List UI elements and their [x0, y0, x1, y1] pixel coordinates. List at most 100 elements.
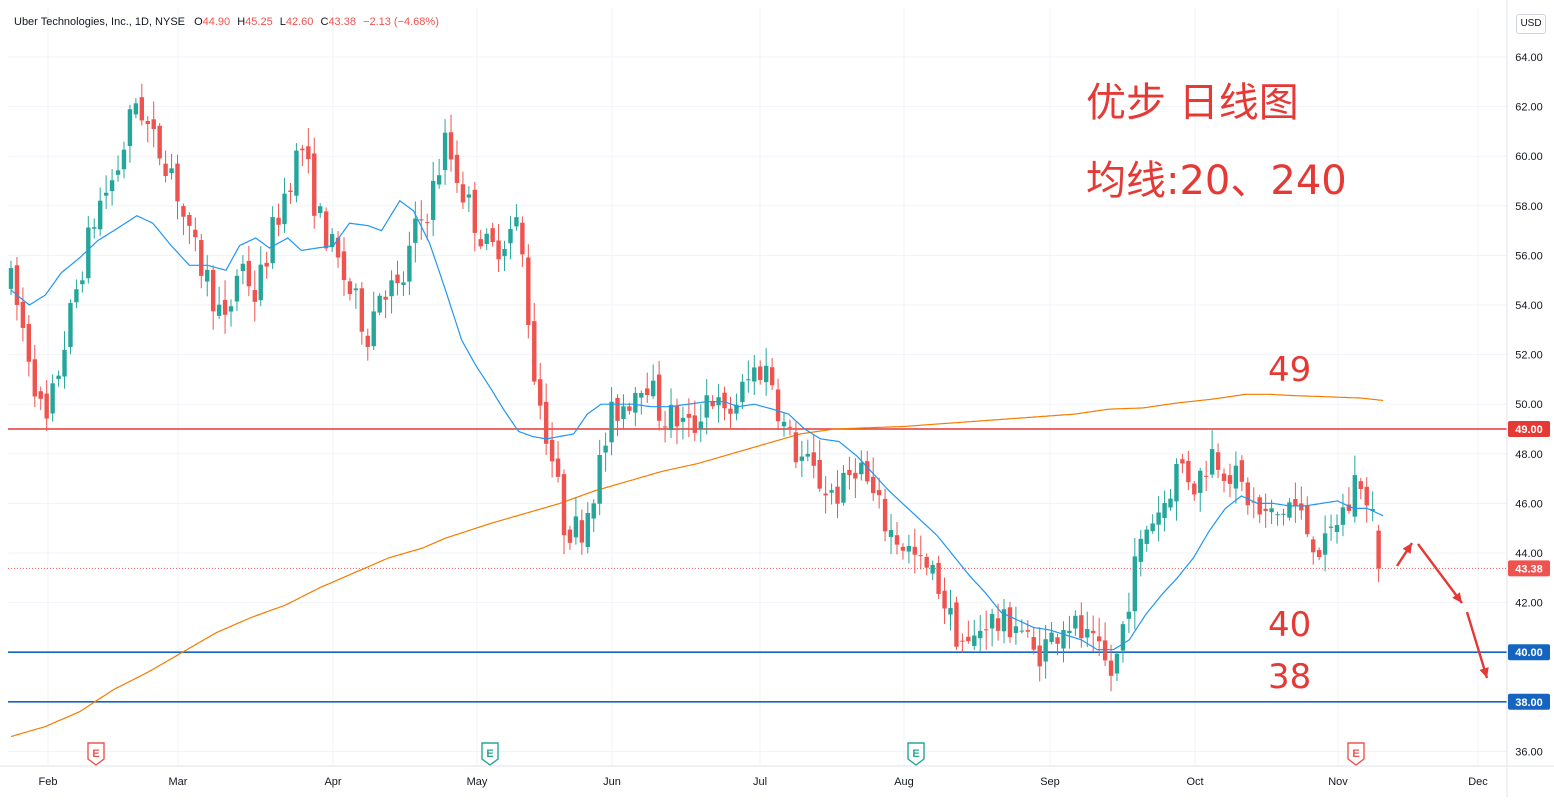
candle-body [8, 268, 14, 289]
candle-body [692, 415, 698, 433]
candle-body [793, 432, 799, 463]
candle-down [306, 127, 311, 174]
candle-down [1239, 455, 1245, 491]
candle-up [639, 390, 644, 415]
candle-up [781, 412, 787, 437]
candle-down [1257, 494, 1262, 523]
candle-body [1269, 508, 1274, 513]
candle-up [1067, 615, 1072, 649]
candle-body [1174, 463, 1179, 502]
candle-body [609, 401, 614, 443]
forecast-arrow-down-2 [1465, 611, 1489, 679]
candle-down [538, 362, 543, 420]
candle-body [1215, 452, 1221, 470]
candle-down [199, 233, 204, 289]
candle-body [1061, 629, 1066, 649]
candle-up [1013, 606, 1019, 645]
candle-body [1156, 512, 1161, 525]
candle-body [1019, 630, 1025, 632]
month-label: Jun [603, 776, 621, 788]
candle-down [496, 223, 501, 273]
candle-down [151, 101, 156, 148]
candle-up [591, 499, 596, 532]
candle-body [978, 630, 983, 639]
forecast-arrow-up-head [1402, 543, 1412, 554]
candle-up [133, 98, 139, 119]
candle-body [1239, 460, 1245, 482]
candle-down [1299, 486, 1304, 520]
candle-body [1013, 626, 1019, 633]
candle-body [728, 408, 733, 414]
candle-body [1281, 513, 1286, 515]
price-label-bg [1508, 560, 1550, 577]
candle-body [383, 296, 388, 300]
candle-body [1007, 607, 1013, 638]
candle-down [193, 217, 198, 252]
candle-up [978, 615, 983, 653]
month-label: Sep [1040, 776, 1060, 788]
candle-body [942, 590, 947, 609]
ma240-line [10, 393, 1384, 738]
candle-down [1263, 493, 1268, 528]
candle-body [686, 413, 692, 418]
forecast-arrow-down-1 [1417, 543, 1463, 604]
candle-down [38, 386, 43, 411]
price-tick-label: 64.00 [1515, 52, 1543, 64]
candle-body [633, 392, 638, 413]
candle-up [1233, 451, 1239, 504]
candle-down [900, 543, 906, 560]
candle-down [1376, 524, 1381, 582]
candle-body [145, 120, 150, 125]
currency-button[interactable]: USD [1516, 14, 1546, 34]
candle-up [270, 206, 275, 269]
candle-up [169, 153, 174, 180]
month-label: Aug [894, 776, 914, 788]
month-label: Oct [1186, 776, 1203, 788]
month-label: May [467, 776, 488, 788]
candle-down [246, 245, 252, 297]
candle-body [1275, 514, 1280, 516]
candle-down [472, 181, 478, 252]
candle-body [680, 417, 686, 422]
candle-body [763, 365, 769, 383]
candle-body [865, 461, 870, 482]
candle-up [746, 360, 751, 393]
candle-body [1162, 502, 1167, 519]
candle-up [240, 255, 246, 285]
candle-body [175, 163, 180, 202]
candle-up [888, 513, 894, 555]
candle-up [514, 204, 519, 231]
candle-down [549, 422, 555, 478]
candle-down [960, 633, 965, 653]
candle-body [341, 251, 347, 281]
candle-body [472, 189, 478, 233]
candle-down [995, 603, 1001, 641]
candle-up [633, 386, 638, 427]
candle-body [282, 193, 287, 225]
candle-body [389, 280, 394, 297]
candle-body [615, 398, 620, 421]
candle-body [80, 280, 85, 285]
candle-up [948, 589, 953, 631]
candle-body [454, 154, 460, 183]
grid [8, 8, 1507, 766]
candle-up [799, 440, 805, 477]
candle-body [1001, 609, 1007, 632]
candle-body [270, 217, 275, 264]
candle-body [859, 462, 864, 475]
candle-up [805, 439, 810, 462]
candle-body [1221, 473, 1227, 481]
candle-body [698, 421, 703, 429]
candle-down [1316, 547, 1322, 561]
candle-body [264, 262, 269, 267]
candle-up [829, 483, 834, 505]
candle-body [1085, 629, 1090, 638]
price-label-38.00: 38.00 [1508, 693, 1550, 710]
candle-up [704, 378, 709, 435]
candle-up [603, 432, 608, 472]
candle-up [430, 161, 436, 237]
candle-down [936, 555, 941, 599]
earnings-badge [907, 742, 925, 766]
